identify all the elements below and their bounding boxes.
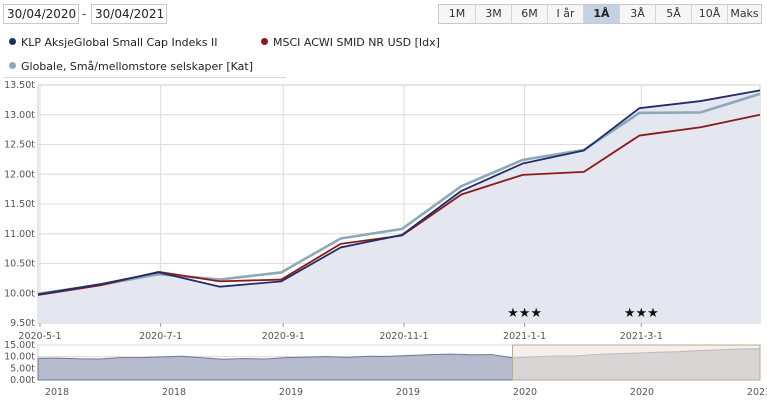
rating-annotations: ★★★ ★★★ — [507, 306, 659, 321]
y-tick-label: 11.50t — [4, 199, 35, 210]
navigator-y-label: 15.00t — [4, 340, 35, 351]
navigator-year-label: 2019 — [396, 387, 420, 398]
navigator-y-label: 10.00t — [4, 352, 35, 363]
rating-stars: ★★★ — [507, 306, 542, 321]
range-button-ytd[interactable]: I år — [548, 5, 584, 23]
y-tick-label: 10.00t — [4, 288, 35, 299]
area-fill — [38, 90, 760, 323]
legend-item-fund[interactable]: KLP AksjeGlobal Small Cap Indeks II — [9, 36, 218, 49]
y-tick-label: 12.50t — [4, 140, 35, 151]
range-button-6m[interactable]: 6M — [512, 5, 548, 23]
navigator-y-label: 0.00t — [10, 375, 35, 386]
date-from-input[interactable]: 30/04/2020 — [3, 4, 79, 24]
navigator-selection[interactable] — [511, 344, 761, 381]
range-button-10y[interactable]: 10Å — [692, 5, 728, 23]
navigator-year-labels: 2018 2018 2019 2019 2020 2020 2021 — [45, 387, 767, 398]
y-tick-label: 12.00t — [4, 169, 35, 180]
x-axis-ticks: 2020-5-1 2020-7-1 2020-9-1 2020-11-1 2021-1-… — [18, 323, 663, 342]
legend-item-category[interactable]: Globale, Små/mellomstore selskaper [Kat] — [9, 60, 253, 73]
series-line-category — [37, 92, 761, 296]
navigator-y-label: 5.00t — [10, 363, 35, 374]
x-tick-label: 2021-1-1 — [503, 331, 546, 342]
range-button-max[interactable]: Maks — [728, 5, 761, 23]
navigator-year-label: 2020 — [513, 387, 537, 398]
legend-label-fund: KLP AksjeGlobal Small Cap Indeks II — [21, 36, 218, 49]
date-range-separator: - — [82, 7, 87, 21]
legend-dot-icon — [9, 62, 16, 69]
y-tick-label: 10.50t — [4, 259, 35, 270]
y-tick-label: 13.00t — [4, 110, 35, 121]
navigator-year-label: 2021 — [747, 387, 767, 398]
navigator-year-label: 2018 — [162, 387, 186, 398]
chart-legend: KLP AksjeGlobal Small Cap Indeks II MSCI… — [3, 31, 440, 78]
range-button-3y[interactable]: 3Å — [620, 5, 656, 23]
legend-item-index[interactable]: MSCI ACWI SMID NR USD [Idx] — [261, 36, 440, 49]
time-range-selector: 1M 3M 6M I år 1Å 3Å 5Å 10Å Maks — [438, 4, 762, 24]
range-button-1y[interactable]: 1Å — [584, 5, 620, 23]
y-tick-label: 9.50t — [10, 318, 35, 329]
y-tick-label: 11.00t — [4, 229, 35, 240]
navigator-year-label: 2018 — [45, 387, 69, 398]
y-axis-ticks: 9.50t 10.00t 10.50t 11.00t 11.50t 12.00t 12.50… — [4, 80, 35, 329]
navigator-year-label: 2020 — [630, 387, 654, 398]
x-tick-label: 2020-7-1 — [139, 331, 182, 342]
series-line-fund — [37, 89, 761, 296]
x-tick-label: 2021-3-1 — [620, 331, 663, 342]
navigator-year-label: 2019 — [279, 387, 303, 398]
rating-stars: ★★★ — [624, 306, 659, 321]
x-tick-label: 2020-5-1 — [18, 331, 61, 342]
y-tick-label: 13.50t — [4, 80, 35, 91]
range-button-1m[interactable]: 1M — [439, 5, 476, 23]
date-to-input[interactable]: 30/04/2021 — [91, 4, 167, 24]
legend-label-index: MSCI ACWI SMID NR USD [Idx] — [273, 36, 440, 49]
x-tick-label: 2020-9-1 — [262, 331, 305, 342]
legend-dot-icon — [9, 38, 16, 45]
x-tick-label: 2020-11-1 — [379, 331, 428, 342]
legend-dot-icon — [261, 38, 268, 45]
series-lines — [37, 89, 761, 296]
range-button-3m[interactable]: 3M — [476, 5, 512, 23]
legend-label-category: Globale, Små/mellomstore selskaper [Kat] — [21, 60, 253, 73]
range-button-5y[interactable]: 5Å — [656, 5, 692, 23]
